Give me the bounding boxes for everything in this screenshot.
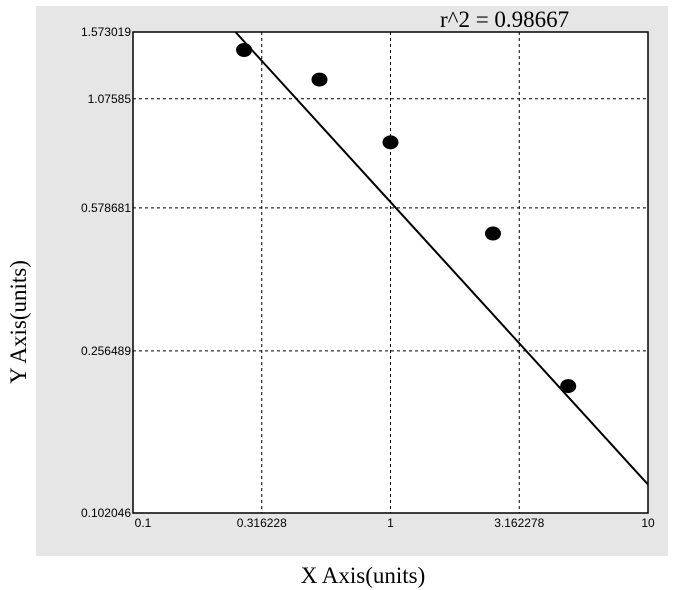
y-tick-label: 0.256489 [81,344,131,358]
y-tick-labels: 0.102046 0.256489 0.578681 1.07585 1.573019 [81,25,131,520]
x-tick-label: 0.1 [135,516,152,530]
x-tick-label: 0.316228 [237,516,287,530]
x-tick-labels: 0.1 0.316228 1 3.162278 10 [135,516,655,530]
data-point [560,379,577,394]
grid-lines [133,32,648,513]
data-points [236,42,577,394]
x-tick-label: 1 [387,516,394,530]
y-tick-label: 0.578681 [81,201,131,215]
regression-line [234,31,649,486]
y-tick-label: 0.102046 [81,506,131,520]
r-squared-annotation: r^2 = 0.98667 [440,7,569,32]
plot-frame [132,31,649,514]
y-tick-label: 1.07585 [88,92,132,106]
data-point [311,72,328,87]
y-axis-label: Y Axis(units) [6,260,31,384]
y-tick-label: 1.573019 [81,25,131,39]
data-point [484,226,501,241]
x-tick-label: 3.162278 [494,516,544,530]
x-tick-label: 10 [641,516,655,530]
data-point [236,42,253,57]
data-point [382,135,399,150]
x-axis-label: X Axis(units) [301,563,426,588]
